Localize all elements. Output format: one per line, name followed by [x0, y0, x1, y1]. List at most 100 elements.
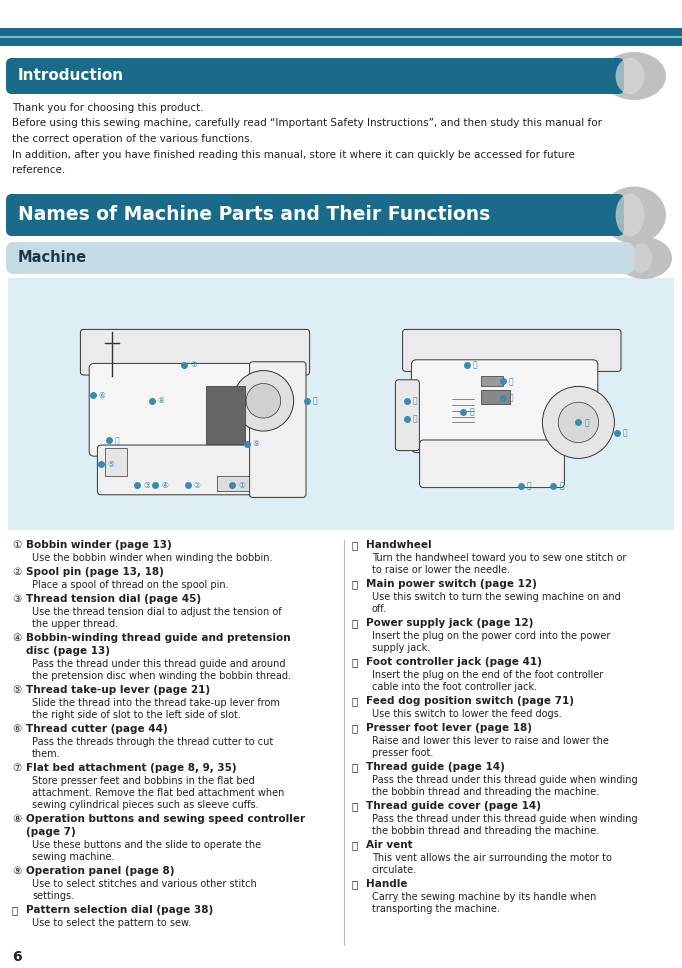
Text: Pass the thread under this thread guide when winding: Pass the thread under this thread guide …	[372, 814, 638, 824]
Text: Thread take-up lever (page 21): Thread take-up lever (page 21)	[26, 685, 210, 695]
Text: presser foot.: presser foot.	[372, 748, 433, 758]
Text: Store presser feet and bobbins in the flat bed: Store presser feet and bobbins in the fl…	[32, 776, 255, 786]
Text: Machine: Machine	[18, 251, 87, 265]
Text: This vent allows the air surrounding the motor to: This vent allows the air surrounding the…	[372, 853, 612, 863]
Text: ⑥: ⑥	[99, 390, 106, 400]
Text: ⑯: ⑯	[352, 723, 358, 733]
Text: Foot controller jack (page 41): Foot controller jack (page 41)	[366, 657, 542, 667]
Bar	[0, 28, 682, 46]
Text: Thread cutter (page 44): Thread cutter (page 44)	[26, 724, 168, 734]
FancyBboxPatch shape	[206, 386, 246, 444]
Text: Use to select the pattern to sew.: Use to select the pattern to sew.	[32, 918, 191, 928]
Text: Ⓣ: Ⓣ	[115, 436, 119, 445]
FancyBboxPatch shape	[396, 379, 419, 450]
Text: ⑰: ⑰	[527, 481, 531, 490]
Text: Feed dog position switch (page 71): Feed dog position switch (page 71)	[366, 696, 574, 706]
Text: ⑯: ⑯	[413, 414, 417, 423]
Text: ⑲: ⑲	[352, 840, 358, 850]
Text: Introduction: Introduction	[18, 69, 124, 83]
Text: ⑤: ⑤	[12, 685, 21, 695]
Text: Air vent: Air vent	[366, 840, 413, 850]
Text: ⑦: ⑦	[190, 360, 197, 370]
Text: Operation panel (page 8): Operation panel (page 8)	[26, 866, 175, 876]
Text: ⑫: ⑫	[352, 579, 358, 589]
Text: ⑱: ⑱	[559, 481, 564, 490]
Text: ⑪: ⑪	[584, 418, 589, 427]
Text: ⑱: ⑱	[352, 801, 358, 811]
FancyBboxPatch shape	[217, 476, 249, 491]
Text: ⑫: ⑫	[413, 396, 417, 406]
FancyBboxPatch shape	[89, 363, 286, 456]
Text: Pattern selection dial (page 38): Pattern selection dial (page 38)	[26, 905, 213, 915]
Text: supply jack.: supply jack.	[372, 643, 430, 653]
Text: ①: ①	[239, 480, 246, 490]
Text: ⑪: ⑪	[312, 396, 317, 406]
Bar	[8, 278, 674, 530]
Text: Use this switch to turn the sewing machine on and: Use this switch to turn the sewing machi…	[372, 592, 621, 602]
Text: Flat bed attachment (page 8, 9, 35): Flat bed attachment (page 8, 9, 35)	[26, 763, 237, 773]
Text: ④: ④	[162, 480, 168, 490]
Ellipse shape	[616, 58, 644, 94]
Ellipse shape	[602, 187, 666, 244]
Text: Thank you for choosing this product.: Thank you for choosing this product.	[12, 103, 204, 113]
Text: the pretension disc when winding the bobbin thread.: the pretension disc when winding the bob…	[32, 671, 291, 681]
Circle shape	[559, 403, 599, 442]
Ellipse shape	[629, 243, 652, 273]
Text: the bobbin thread and threading the machine.: the bobbin thread and threading the mach…	[372, 826, 599, 836]
Text: ④: ④	[12, 633, 21, 643]
Text: Place a spool of thread on the spool pin.: Place a spool of thread on the spool pin…	[32, 580, 228, 590]
Text: sewing cylindrical pieces such as sleeve cuffs.: sewing cylindrical pieces such as sleeve…	[32, 800, 258, 810]
Text: the upper thread.: the upper thread.	[32, 619, 118, 629]
Text: ⑥: ⑥	[12, 724, 21, 734]
Text: Operation buttons and sewing speed controller: Operation buttons and sewing speed contr…	[26, 814, 305, 824]
Text: ⑭: ⑭	[352, 657, 358, 667]
Text: In addition, after you have finished reading this manual, store it where it can : In addition, after you have finished rea…	[12, 149, 575, 160]
Text: Thread guide (page 14): Thread guide (page 14)	[366, 762, 505, 772]
Text: ⑨: ⑨	[253, 439, 260, 448]
Text: Thread tension dial (page 45): Thread tension dial (page 45)	[26, 594, 201, 604]
Text: Spool pin (page 13, 18): Spool pin (page 13, 18)	[26, 567, 164, 577]
Text: Use to select stitches and various other stitch: Use to select stitches and various other…	[32, 879, 256, 889]
Ellipse shape	[602, 52, 666, 100]
Text: Names of Machine Parts and Their Functions: Names of Machine Parts and Their Functio…	[18, 205, 490, 225]
FancyBboxPatch shape	[6, 242, 634, 274]
FancyBboxPatch shape	[481, 376, 503, 386]
Text: ①: ①	[12, 540, 21, 550]
Text: them.: them.	[32, 749, 61, 759]
Text: the right side of slot to the left side of slot.: the right side of slot to the left side …	[32, 710, 241, 720]
Text: ⑳: ⑳	[623, 429, 627, 438]
Text: Use the bobbin winder when winding the bobbin.: Use the bobbin winder when winding the b…	[32, 553, 273, 563]
Text: ⑧: ⑧	[158, 396, 164, 406]
Text: Insert the plug on the power cord into the power: Insert the plug on the power cord into t…	[372, 631, 610, 641]
Text: Use these buttons and the slide to operate the: Use these buttons and the slide to opera…	[32, 840, 261, 850]
FancyBboxPatch shape	[481, 390, 510, 405]
Text: attachment. Remove the flat bed attachment when: attachment. Remove the flat bed attachme…	[32, 788, 284, 798]
Text: ⑪: ⑪	[352, 540, 358, 550]
Text: ⑲: ⑲	[469, 408, 474, 416]
Text: Use the thread tension dial to adjust the tension of: Use the thread tension dial to adjust th…	[32, 607, 282, 617]
Text: settings.: settings.	[32, 891, 74, 901]
Text: ⑧: ⑧	[12, 814, 21, 824]
Text: Main power switch (page 12): Main power switch (page 12)	[366, 579, 537, 589]
Text: Power supply jack (page 12): Power supply jack (page 12)	[366, 618, 533, 628]
Text: ⑮: ⑮	[473, 360, 477, 370]
Text: 6: 6	[12, 950, 22, 964]
Text: Slide the thread into the thread take-up lever from: Slide the thread into the thread take-up…	[32, 698, 280, 708]
Text: Handwheel: Handwheel	[366, 540, 432, 550]
FancyBboxPatch shape	[6, 58, 624, 94]
FancyBboxPatch shape	[411, 360, 598, 453]
Text: ⑭: ⑭	[509, 377, 514, 386]
FancyBboxPatch shape	[250, 362, 306, 498]
Text: disc (page 13): disc (page 13)	[26, 646, 110, 656]
Text: transporting the machine.: transporting the machine.	[372, 904, 500, 914]
Text: Pass the thread under this thread guide when winding: Pass the thread under this thread guide …	[372, 775, 638, 785]
Text: cable into the foot controller jack.: cable into the foot controller jack.	[372, 682, 537, 692]
Text: Turn the handwheel toward you to sew one stitch or: Turn the handwheel toward you to sew one…	[372, 553, 626, 563]
FancyBboxPatch shape	[402, 329, 621, 372]
Circle shape	[233, 371, 294, 431]
Text: ⑨: ⑨	[12, 866, 21, 876]
FancyBboxPatch shape	[98, 445, 278, 495]
Text: ⑬: ⑬	[509, 393, 514, 403]
Text: ⑰: ⑰	[352, 762, 358, 772]
Ellipse shape	[616, 194, 644, 236]
